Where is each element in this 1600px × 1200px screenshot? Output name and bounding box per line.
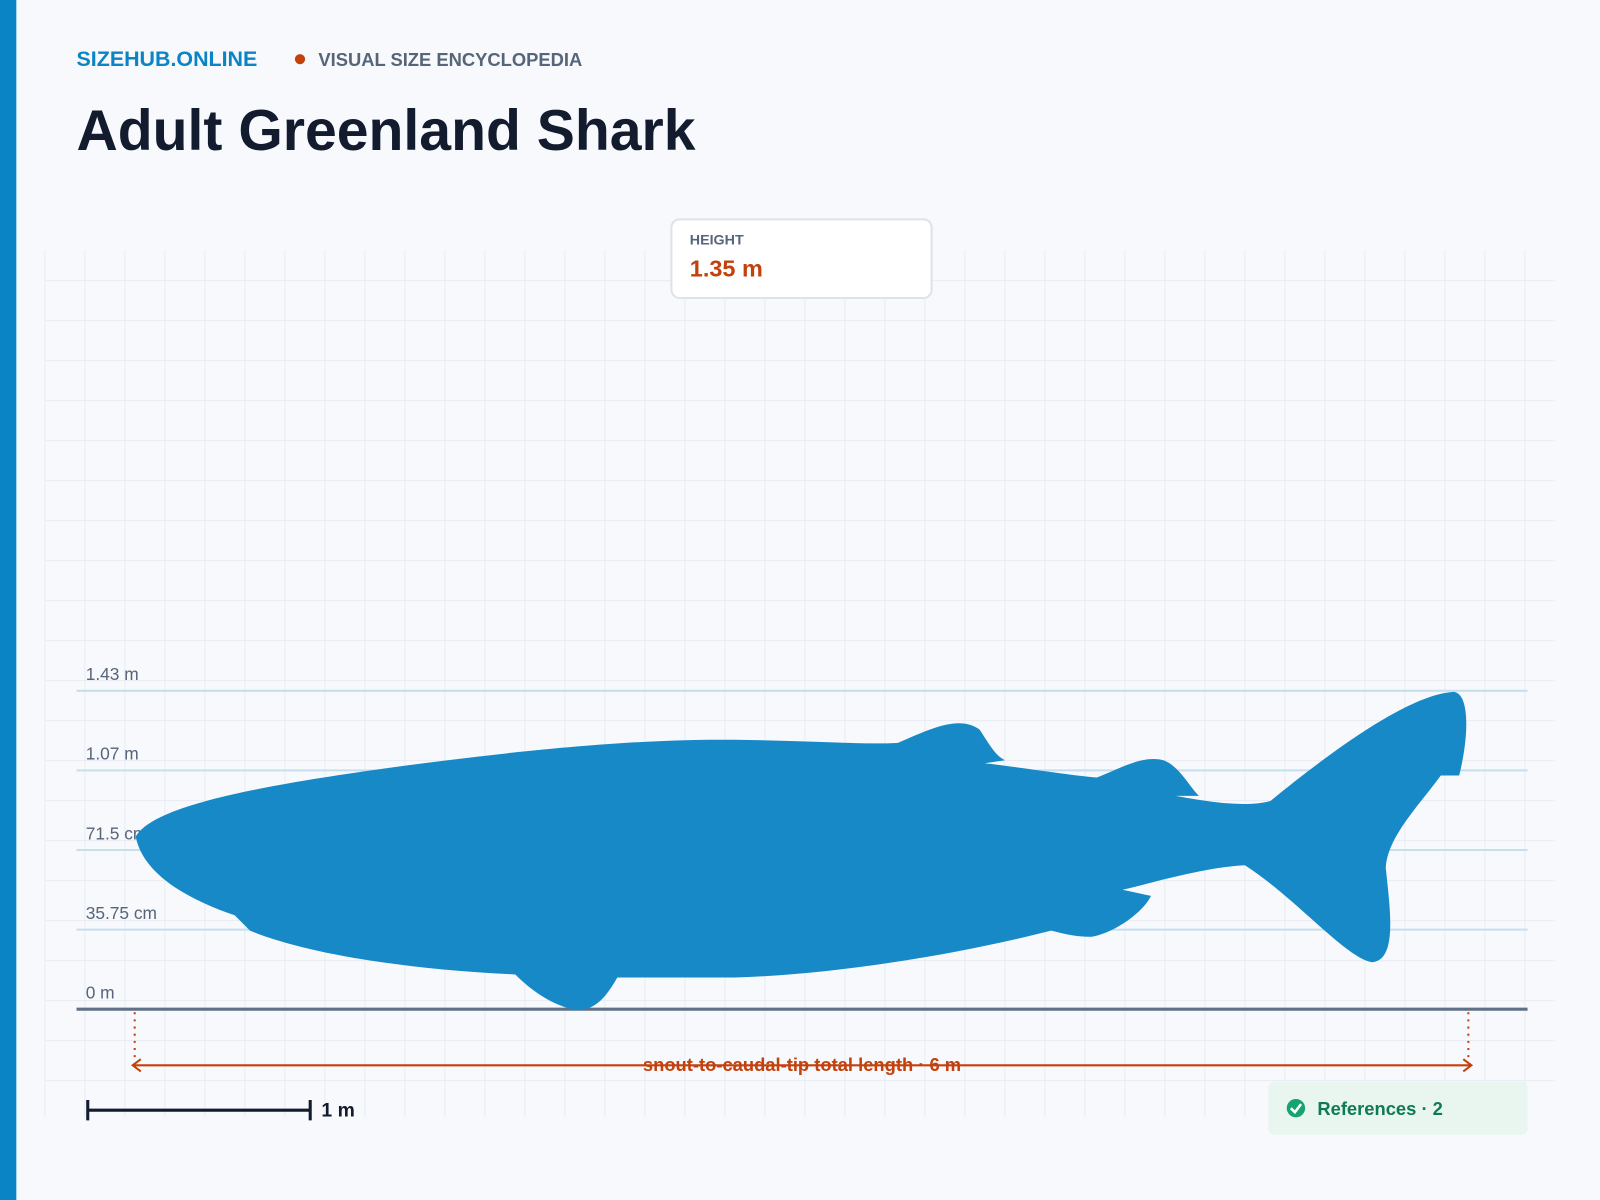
accent-bar bbox=[0, 0, 17, 1200]
tick-label: 1.43 m bbox=[86, 664, 139, 684]
references-badge[interactable] bbox=[1268, 1081, 1528, 1135]
page-title: Adult Greenland Shark bbox=[77, 99, 696, 163]
tagline: VISUAL SIZE ENCYCLOPEDIA bbox=[318, 49, 582, 70]
height-label: HEIGHT bbox=[690, 233, 744, 249]
scale-bar-label: 1 m bbox=[321, 1099, 354, 1121]
tick-label: 1.07 m bbox=[86, 744, 139, 764]
height-card bbox=[670, 218, 933, 299]
shark-silhouette bbox=[135, 691, 1467, 1011]
tick-label: 35.75 cm bbox=[86, 903, 157, 923]
check-icon bbox=[1286, 1098, 1306, 1118]
brand: SIZEHUB.ONLINE bbox=[77, 47, 258, 71]
tick-label: 71.5 cm bbox=[86, 823, 148, 843]
check-mark bbox=[1289, 1103, 1303, 1115]
height-value: 1.35 m bbox=[690, 256, 763, 282]
references-label[interactable]: References · 2 bbox=[1317, 1098, 1443, 1119]
length-label: snout-to-caudal-tip total length · 6 m bbox=[643, 1054, 961, 1075]
tick-label: 0 m bbox=[86, 982, 115, 1002]
scale-bar bbox=[86, 1100, 312, 1121]
dot bbox=[294, 54, 306, 65]
arrow-heads bbox=[130, 1058, 1474, 1073]
